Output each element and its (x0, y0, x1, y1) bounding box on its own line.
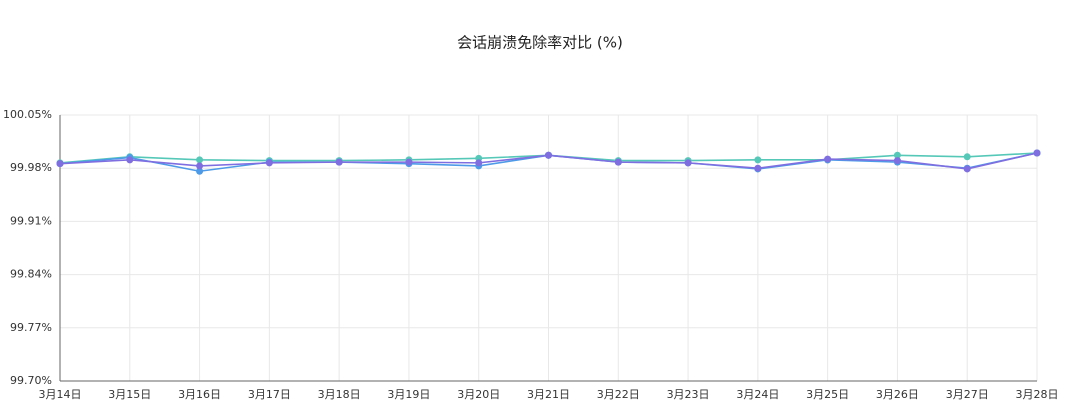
x-tick-label: 3月28日 (1016, 388, 1059, 401)
y-tick-label: 99.98% (10, 161, 52, 174)
data-point (196, 156, 204, 164)
data-point (405, 158, 413, 166)
data-point (475, 159, 483, 167)
x-tick-label: 3月27日 (946, 388, 989, 401)
data-point (963, 165, 971, 173)
x-tick-label: 3月15日 (108, 388, 151, 401)
x-tick-label: 3月25日 (806, 388, 849, 401)
data-point (684, 159, 692, 167)
x-tick-label: 3月23日 (667, 388, 710, 401)
data-point (614, 158, 622, 166)
y-tick-label: 99.77% (10, 321, 52, 334)
data-point (754, 156, 762, 164)
data-point (1033, 149, 1041, 157)
data-point (754, 164, 762, 172)
x-tick-label: 3月20日 (457, 388, 500, 401)
x-tick-label: 3月17日 (248, 388, 291, 401)
data-point (963, 153, 971, 161)
y-tick-label: 99.91% (10, 214, 52, 227)
x-tick-label: 3月22日 (597, 388, 640, 401)
x-tick-label: 3月21日 (527, 388, 570, 401)
data-point (265, 159, 273, 167)
y-tick-label: 100.05% (3, 108, 52, 121)
data-point (196, 162, 204, 170)
data-point (335, 158, 343, 166)
x-tick-label: 3月14日 (39, 388, 82, 401)
x-tick-label: 3月16日 (178, 388, 221, 401)
x-tick-label: 3月26日 (876, 388, 919, 401)
data-point (126, 156, 134, 164)
data-point (56, 160, 64, 168)
chart-title: 会话崩溃免除率对比 (%) (457, 34, 623, 52)
data-point (893, 151, 901, 159)
x-tick-label: 3月18日 (318, 388, 361, 401)
data-point (545, 151, 552, 159)
data-point (196, 167, 204, 175)
y-tick-label: 99.84% (10, 268, 52, 281)
data-point (893, 157, 901, 165)
y-tick-label: 99.70% (10, 374, 52, 387)
data-point (824, 155, 832, 163)
x-tick-label: 3月19日 (387, 388, 430, 401)
x-tick-label: 3月24日 (736, 388, 779, 401)
